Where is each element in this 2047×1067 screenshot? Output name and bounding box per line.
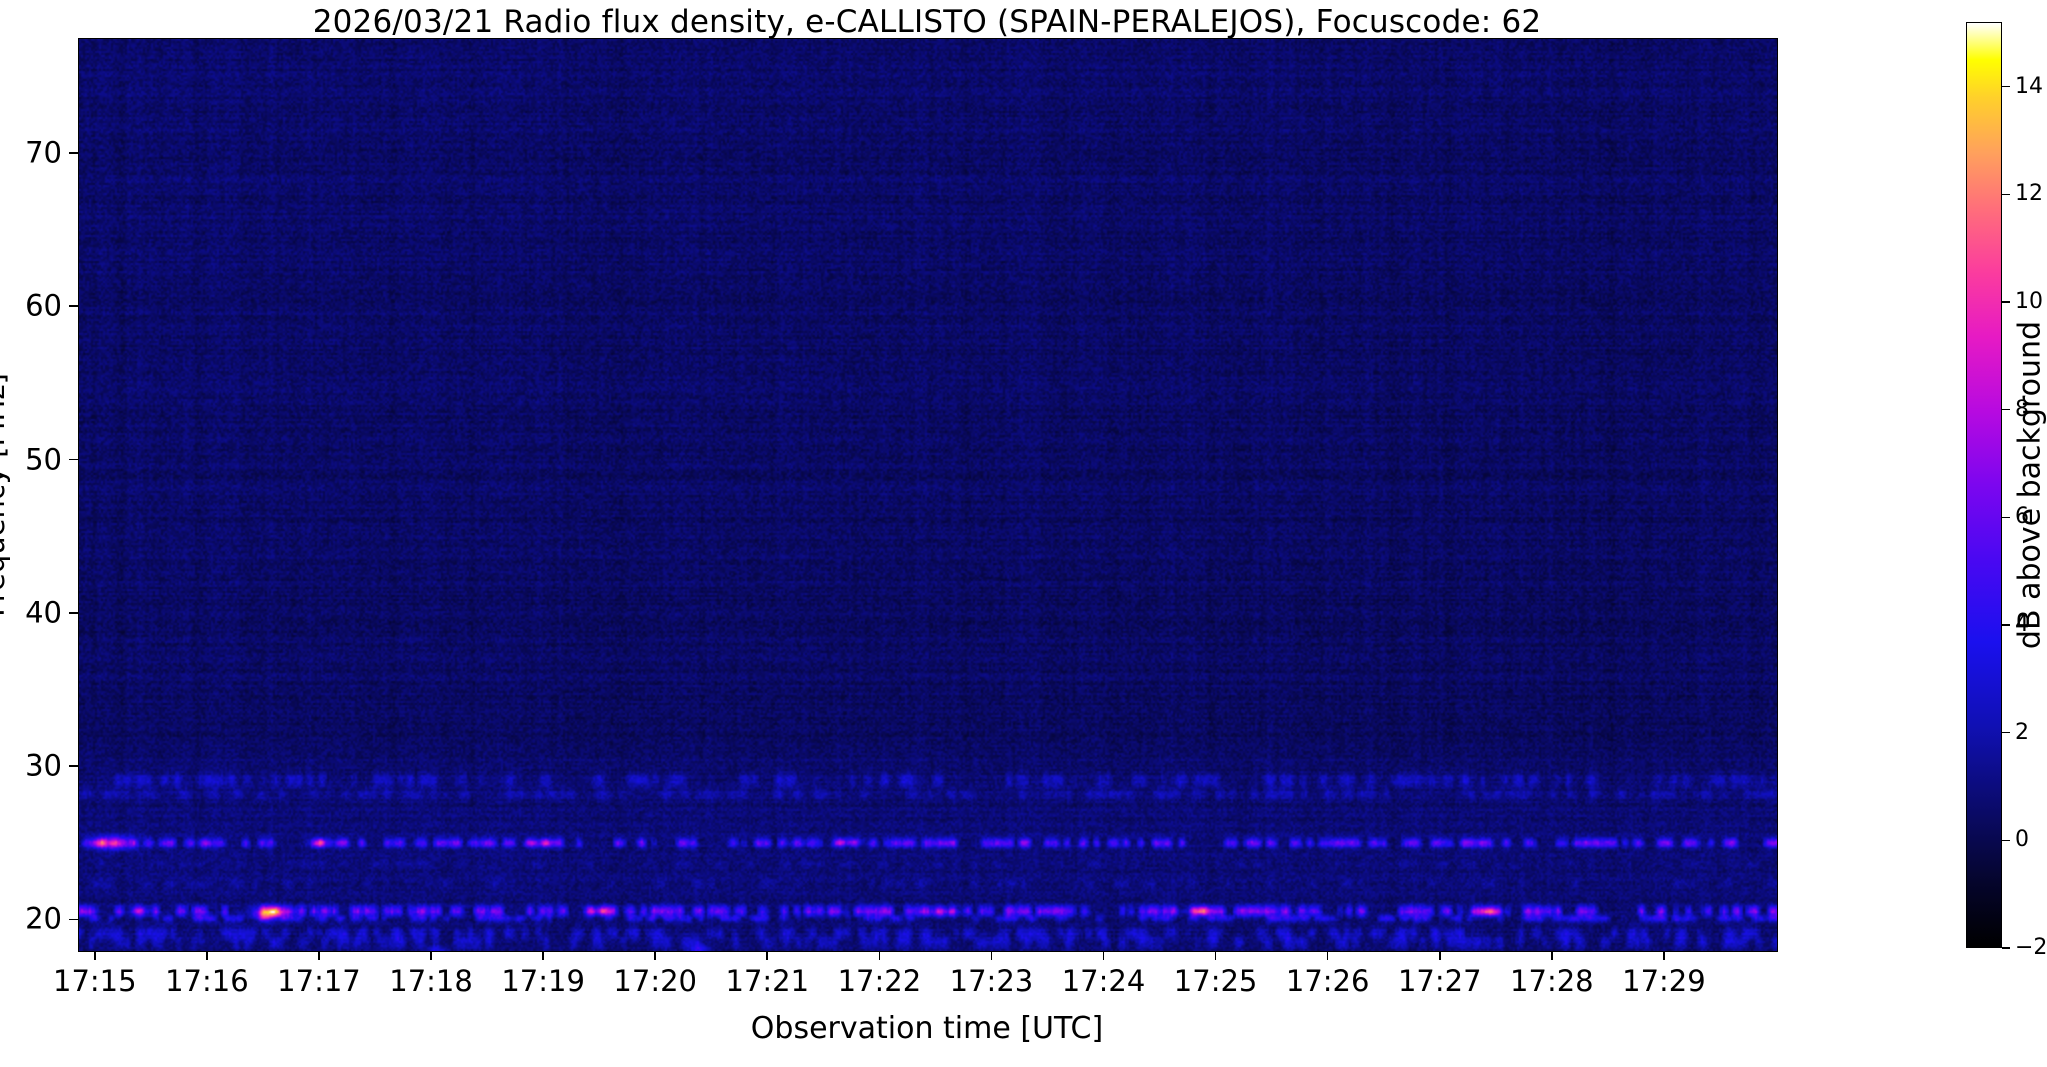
colorbar-tick-mark — [2002, 85, 2010, 88]
x-tick-label: 17:25 — [1173, 964, 1258, 998]
y-tick-label: 30 — [25, 748, 62, 783]
x-tick-label: 17:23 — [949, 964, 1034, 998]
colorbar-tick-mark — [2002, 624, 2010, 626]
colorbar-tick-mark — [2002, 301, 2010, 303]
x-tick-mark — [318, 951, 320, 960]
x-tick-label: 17:28 — [1510, 964, 1594, 998]
colorbar[interactable] — [1966, 22, 2002, 948]
y-tick-mark — [69, 918, 78, 921]
x-tick-mark — [206, 951, 208, 960]
colorbar-tick-label: 12 — [2015, 181, 2043, 207]
y-tick-label: 60 — [25, 288, 62, 323]
x-tick-mark — [94, 951, 96, 960]
x-tick-mark — [430, 951, 432, 960]
y-tick-label: 20 — [25, 901, 62, 936]
x-tick-mark — [766, 951, 769, 960]
y-tick-mark — [69, 611, 78, 614]
x-tick-mark — [1102, 951, 1105, 960]
x-tick-mark — [878, 951, 881, 960]
x-tick-mark — [990, 951, 993, 960]
colorbar-tick-mark — [2002, 947, 2010, 949]
colorbar-tick-mark — [2002, 193, 2010, 196]
x-tick-label: 17:19 — [501, 964, 585, 998]
y-tick-label: 70 — [25, 135, 62, 170]
y-axis-label: Frequency [MHz] — [0, 373, 11, 617]
colorbar-tick-mark — [2002, 731, 2010, 734]
y-tick-mark — [69, 152, 78, 154]
colorbar-tick-label: 0 — [2015, 827, 2029, 853]
x-tick-label: 17:16 — [165, 964, 249, 998]
x-tick-label: 17:20 — [613, 964, 697, 998]
x-tick-label: 17:17 — [277, 964, 361, 998]
x-tick-mark — [1663, 951, 1665, 960]
x-tick-label: 17:24 — [1061, 964, 1146, 998]
colorbar-tick-label: 4 — [2015, 611, 2029, 637]
colorbar-tick-mark — [2002, 516, 2010, 519]
colorbar-tick-label: −2 — [2015, 935, 2047, 960]
y-tick-label: 50 — [25, 442, 62, 476]
colorbar-tick-label: 6 — [2015, 504, 2029, 530]
colorbar-tick-mark — [2002, 408, 2010, 411]
x-tick-label: 17:27 — [1397, 964, 1482, 998]
x-tick-mark — [1214, 951, 1217, 960]
spectrogram-plot-area[interactable] — [78, 38, 1778, 952]
x-tick-mark — [542, 951, 544, 960]
y-tick-mark — [69, 765, 78, 767]
colorbar-tick-label: 10 — [2015, 288, 2043, 314]
y-tick-label: 40 — [25, 595, 62, 630]
chart-title: 2026/03/21 Radio flux density, e-CALLIST… — [312, 4, 1542, 40]
colorbar-tick-label: 2 — [2015, 719, 2029, 745]
x-tick-label: 17:29 — [1622, 964, 1706, 998]
x-axis-label: Observation time [UTC] — [750, 1011, 1104, 1046]
y-tick-mark — [69, 458, 78, 461]
colorbar-tick-mark — [2002, 839, 2010, 842]
x-tick-label: 17:21 — [725, 964, 810, 998]
x-tick-label: 17:26 — [1285, 964, 1370, 998]
colorbar-gradient — [1967, 23, 2001, 947]
colorbar-tick-label: 8 — [2015, 396, 2029, 422]
x-tick-mark — [1326, 951, 1329, 960]
spectrogram-image — [79, 39, 1777, 951]
x-tick-label: 17:22 — [837, 964, 922, 998]
colorbar-label: dB above background — [2012, 320, 2047, 650]
x-tick-mark — [1438, 951, 1441, 960]
x-tick-mark — [1551, 951, 1553, 960]
colorbar-tick-label: 14 — [2015, 73, 2043, 99]
y-tick-mark — [69, 305, 78, 308]
x-tick-label: 17:18 — [389, 964, 473, 998]
x-tick-mark — [654, 951, 656, 960]
x-tick-label: 17:15 — [53, 964, 137, 998]
